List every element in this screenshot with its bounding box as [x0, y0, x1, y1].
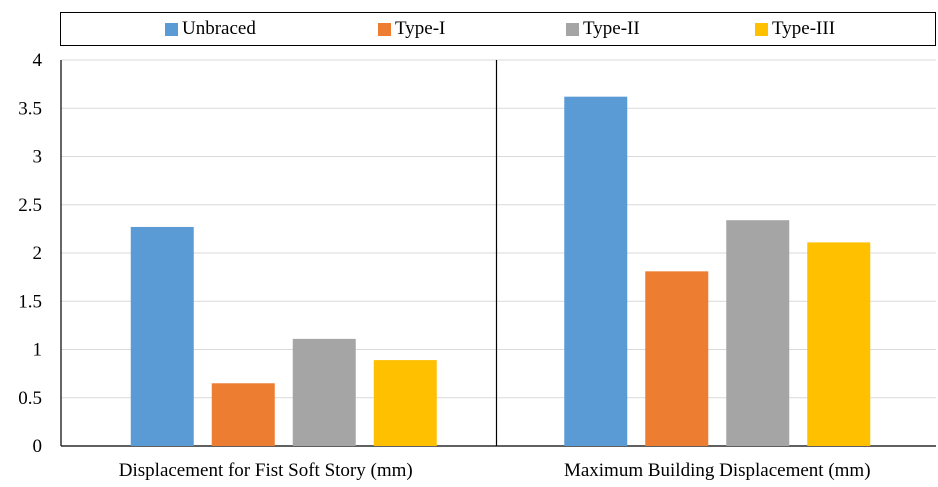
y-tick-label: 1.5: [18, 291, 42, 312]
bar-type-ii-1: [292, 338, 356, 446]
bar-type-iii-1: [373, 360, 437, 446]
bar-type-ii-2: [726, 220, 790, 446]
bar-type-iii-2: [807, 242, 871, 446]
legend-swatch: [566, 22, 579, 36]
legend-item-unbraced: Unbraced: [165, 13, 256, 45]
legend-label: Type-I: [395, 18, 446, 39]
legend-item-type-ii: Type-II: [566, 13, 640, 45]
x-category-label: Displacement for Fist Soft Story (mm): [119, 460, 413, 481]
bar-type-i-1: [211, 383, 275, 446]
y-tick-label: 0.5: [18, 388, 42, 409]
y-tick-label: 2.5: [18, 195, 42, 216]
legend-swatch: [165, 22, 178, 36]
legend-label: Type-II: [583, 18, 640, 39]
legend-item-type-iii: Type-III: [755, 13, 835, 45]
y-tick-label: 2: [33, 243, 43, 264]
y-tick-label: 3: [33, 147, 43, 168]
legend-swatch: [755, 22, 768, 36]
y-tick-label: 1: [33, 340, 43, 361]
legend-item-type-i: Type-I: [378, 13, 445, 45]
legend-swatch: [378, 22, 391, 36]
legend-label: Unbraced: [182, 18, 256, 39]
bar-unbraced-1: [130, 226, 194, 446]
y-tick-label: 3.5: [18, 98, 42, 119]
legend-label: Type-III: [772, 18, 836, 39]
y-tick-label: 4: [33, 50, 43, 71]
bar-unbraced-2: [564, 96, 628, 447]
x-category-label: Maximum Building Displacement (mm): [564, 460, 871, 481]
legend: Unbraced Type-I Type-II Type-III: [60, 12, 936, 46]
bar-type-i-2: [645, 271, 709, 446]
y-tick-label: 0: [33, 436, 43, 457]
